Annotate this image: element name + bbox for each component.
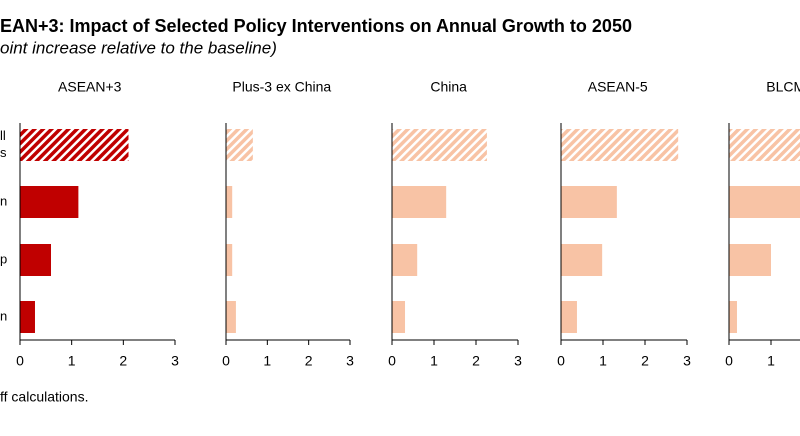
panel-title: ASEAN-5 — [588, 79, 648, 95]
bar — [226, 244, 233, 276]
bar — [729, 301, 737, 333]
bar — [20, 186, 79, 218]
category-label: s — [0, 145, 7, 160]
x-tick-label: 3 — [171, 353, 179, 369]
x-tick-label: 1 — [68, 353, 76, 369]
category-label: ll — [0, 128, 6, 143]
x-tick-label: 1 — [430, 353, 438, 369]
bar — [561, 301, 577, 333]
category-label: p — [0, 251, 7, 266]
bar — [392, 129, 487, 161]
panel-title: Plus-3 ex China — [232, 79, 331, 95]
x-tick-label: 2 — [119, 353, 127, 369]
bar — [561, 244, 603, 276]
bar — [226, 301, 236, 333]
category-label: n — [0, 308, 7, 323]
panel-title: China — [430, 79, 467, 95]
bar — [226, 129, 253, 161]
x-tick-label: 3 — [514, 353, 522, 369]
bar — [561, 129, 679, 161]
x-tick-label: 0 — [725, 353, 733, 369]
x-tick-label: 2 — [472, 353, 480, 369]
bar — [20, 129, 129, 161]
x-tick-label: 0 — [388, 353, 396, 369]
x-tick-label: 3 — [346, 353, 354, 369]
bar — [561, 186, 617, 218]
x-tick-label: 1 — [767, 353, 775, 369]
x-tick-label: 1 — [599, 353, 607, 369]
bar — [392, 244, 418, 276]
bar — [392, 301, 406, 333]
bar — [392, 186, 447, 218]
source-note: ff calculations. — [0, 389, 88, 405]
bar — [226, 186, 233, 218]
x-tick-label: 0 — [16, 353, 24, 369]
bar — [20, 301, 35, 333]
panel-title: ASEAN+3 — [58, 79, 122, 95]
x-tick-label: 1 — [263, 353, 271, 369]
category-label: n — [0, 193, 7, 208]
bar — [729, 186, 800, 218]
x-tick-label: 0 — [222, 353, 230, 369]
chart-subtitle: oint increase relative to the baseline) — [0, 38, 277, 57]
x-tick-label: 2 — [641, 353, 649, 369]
x-tick-label: 0 — [557, 353, 565, 369]
bar — [729, 244, 771, 276]
chart-title: EAN+3: Impact of Selected Policy Interve… — [0, 16, 632, 36]
panel-title: BLCM — [766, 79, 800, 95]
bar — [20, 244, 51, 276]
bar — [729, 129, 800, 161]
x-tick-label: 2 — [305, 353, 313, 369]
x-tick-label: 3 — [683, 353, 691, 369]
